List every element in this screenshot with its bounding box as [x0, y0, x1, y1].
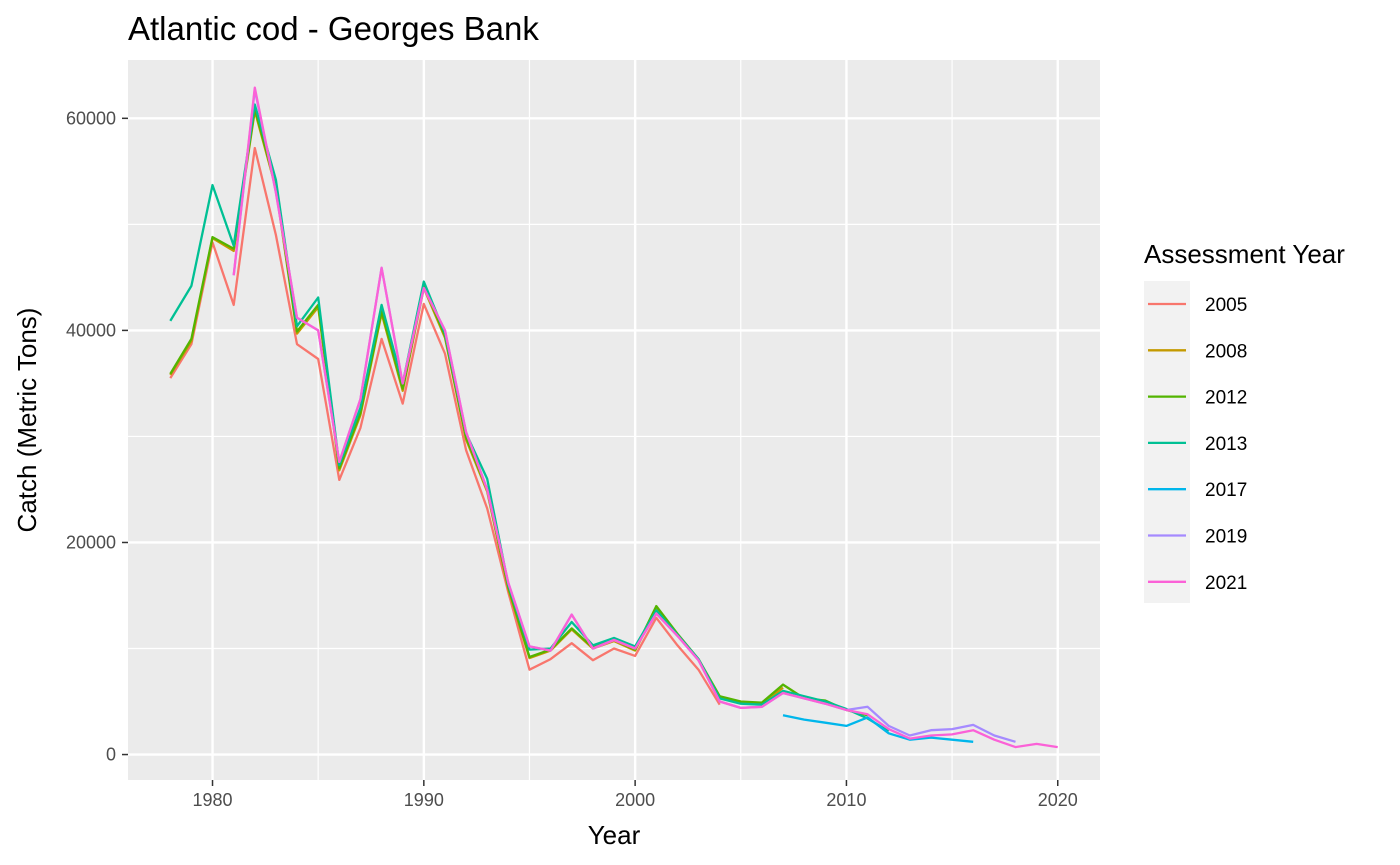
legend-label-2021: 2021	[1205, 573, 1247, 594]
series-line-2021	[232, 86, 1058, 749]
x-axis-title: Year	[588, 820, 641, 850]
legend-label-2012: 2012	[1205, 388, 1247, 409]
legend-items: 2005 2008 2012 2013 2017 2019 2021	[1148, 295, 1247, 594]
legend-label-2013: 2013	[1205, 434, 1247, 455]
y-tick-label: 0	[106, 745, 116, 765]
y-axis: 0 20000 40000 60000	[66, 108, 128, 765]
series-line-2017	[782, 714, 974, 743]
x-tick-label: 2020	[1038, 790, 1078, 810]
x-axis: 1980 1990 2000 2010 2020	[192, 780, 1078, 810]
y-tick-label: 60000	[66, 108, 116, 128]
x-tick-label: 2000	[615, 790, 655, 810]
y-tick-label: 20000	[66, 532, 116, 552]
x-tick-label: 1990	[404, 790, 444, 810]
legend-title: Assessment Year	[1144, 239, 1345, 269]
series-lines	[169, 86, 1058, 749]
x-tick-label: 1980	[192, 790, 232, 810]
legend-label-2008: 2008	[1205, 341, 1247, 362]
x-tick-label: 2010	[826, 790, 866, 810]
legend: Assessment Year 2005 2008 2012 2013 2017 2019…	[1144, 239, 1345, 603]
major-gridlines	[128, 60, 1100, 780]
series-line-2005	[169, 146, 721, 706]
legend-label-2005: 2005	[1205, 295, 1247, 316]
legend-label-2019: 2019	[1205, 527, 1247, 548]
legend-label-2017: 2017	[1205, 480, 1247, 501]
chart-title: Atlantic cod - Georges Bank	[128, 10, 539, 47]
y-axis-title: Catch (Metric Tons)	[12, 308, 42, 533]
y-tick-label: 40000	[66, 320, 116, 340]
plot-panel	[128, 60, 1100, 780]
